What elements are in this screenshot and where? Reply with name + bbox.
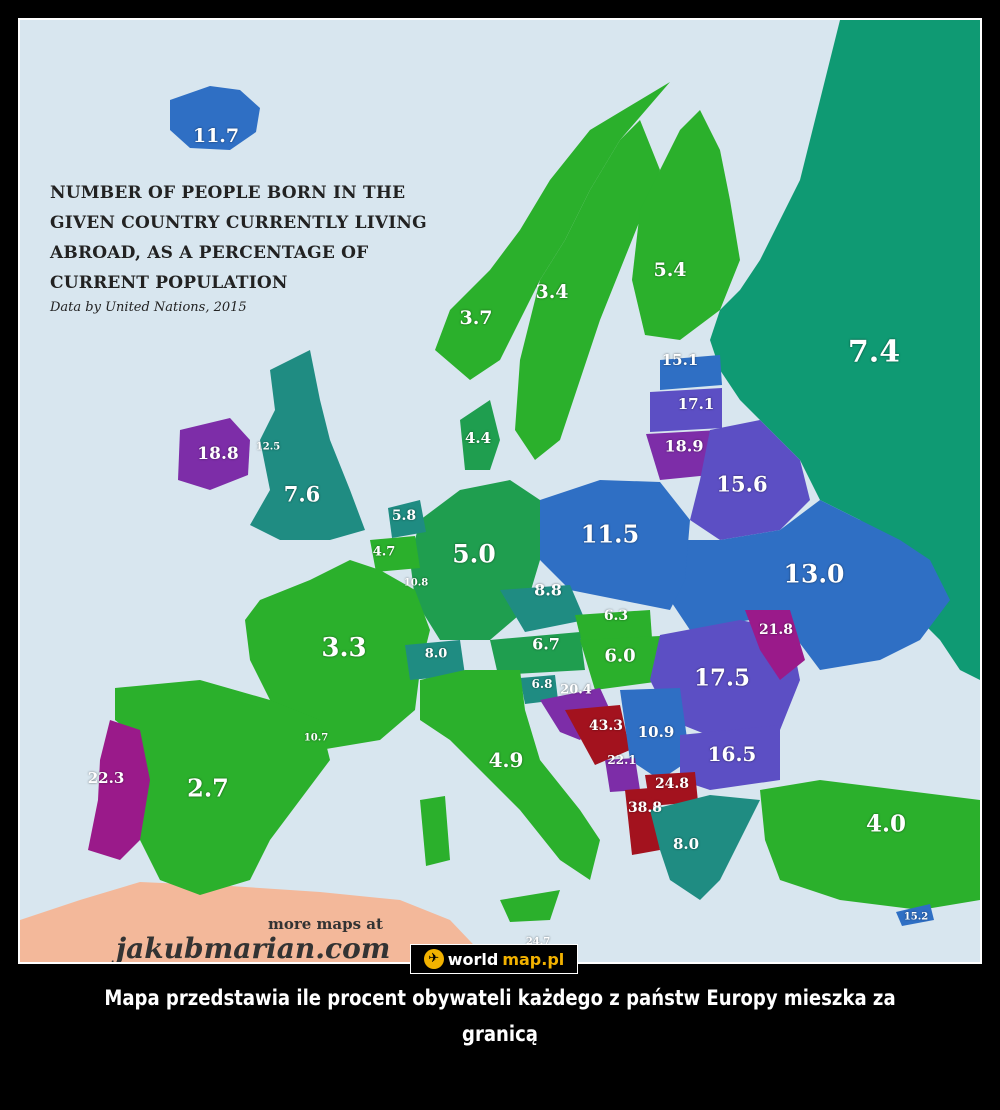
caption: Mapa przedstawia ile procent obywateli k… — [104, 986, 896, 1046]
slovakia-shape — [575, 610, 652, 644]
value-label-finland: 5.4 — [653, 259, 687, 281]
greece-shape — [650, 795, 760, 900]
worldmap-badge[interactable]: ✈ world map.pl — [410, 944, 578, 974]
value-label-denmark: 4.4 — [464, 429, 492, 447]
value-label-northern-ireland: 12.5 — [255, 441, 281, 453]
value-label-malta: 24.7 — [525, 936, 551, 948]
value-label-hungary: 6.0 — [604, 645, 636, 667]
finland-shape — [632, 110, 740, 340]
map-title: NUMBER OF PEOPLE BORN IN THE GIVEN COUNT… — [50, 178, 490, 298]
value-label-portugal: 22.3 — [87, 769, 125, 787]
globe-icon: ✈ — [423, 949, 444, 969]
value-label-croatia: 20.4 — [560, 682, 592, 698]
value-label-russia: 7.4 — [847, 334, 901, 370]
map-frame: NUMBER OF PEOPLE BORN IN THE GIVEN COUNT… — [18, 18, 982, 964]
france-shape — [245, 560, 430, 750]
value-label-austria: 6.7 — [532, 634, 560, 654]
title-line-4: CURRENT POPULATION — [50, 273, 288, 293]
latvia-shape — [650, 388, 722, 432]
ukraine-shape — [670, 500, 950, 670]
value-label-bosnia: 43.3 — [588, 718, 624, 734]
value-label-belgium: 4.7 — [372, 544, 396, 560]
value-label-serbia: 10.9 — [637, 723, 675, 741]
value-label-spain: 2.7 — [187, 773, 229, 803]
slovenia-shape — [520, 675, 558, 704]
value-label-belarus: 15.6 — [716, 471, 768, 497]
belarus-shape — [690, 420, 810, 540]
value-label-slovakia: 6.3 — [603, 608, 629, 624]
ireland-shape — [178, 418, 250, 490]
hungary-shape — [580, 636, 670, 690]
value-label-latvia: 17.1 — [677, 395, 715, 413]
montenegro-shape — [605, 758, 640, 792]
value-label-germany: 5.0 — [452, 539, 496, 569]
bulgaria-shape — [680, 725, 780, 790]
macedonia-shape — [645, 772, 698, 806]
title-line-1: NUMBER OF PEOPLE BORN IN THE — [50, 183, 406, 203]
value-label-romania: 17.5 — [693, 664, 751, 692]
sardinia-shape — [420, 796, 450, 866]
value-label-sweden: 3.4 — [535, 281, 569, 303]
value-label-bulgaria: 16.5 — [707, 742, 757, 766]
sweden-shape — [515, 120, 660, 460]
value-label-united-kingdom: 7.6 — [283, 481, 321, 507]
value-label-poland: 11.5 — [580, 519, 640, 549]
italy-shape — [420, 670, 600, 880]
value-label-france: 3.3 — [321, 633, 367, 663]
badge-part1: world — [447, 949, 499, 969]
cyprus-shape — [896, 904, 934, 926]
value-label-lithuania: 18.9 — [664, 436, 704, 456]
uk-shape — [250, 350, 365, 540]
value-label-netherlands: 5.8 — [391, 508, 417, 524]
europe-map — [20, 20, 980, 962]
moldova-shape — [745, 610, 805, 680]
russia-shape — [710, 20, 980, 680]
value-label-slovenia: 6.8 — [531, 677, 553, 691]
title-line-2: GIVEN COUNTRY CURRENTLY LIVING — [50, 213, 427, 233]
value-label-czechia: 8.8 — [534, 580, 562, 600]
belgium-shape — [370, 536, 420, 572]
value-label-greece: 8.0 — [672, 835, 700, 853]
netherlands-shape — [388, 500, 426, 538]
portugal-shape — [88, 720, 150, 860]
denmark-shape — [460, 400, 500, 470]
norway-shape — [435, 82, 670, 380]
value-label-ukraine: 13.0 — [783, 559, 845, 589]
serbia-shape — [620, 688, 690, 780]
value-label-iceland: 11.7 — [192, 125, 240, 147]
source-site: jakubmarian.com — [116, 932, 391, 964]
turkey-shape — [760, 780, 980, 910]
map-subtitle: Data by United Nations, 2015 — [50, 300, 247, 315]
lithuania-shape — [646, 430, 720, 480]
badge-part2: map.pl — [502, 949, 565, 969]
value-label-estonia: 15.1 — [661, 351, 699, 369]
value-label-luxembourg: 10.8 — [403, 577, 429, 589]
bosnia-shape — [565, 705, 630, 765]
value-label-albania: 38.8 — [627, 800, 663, 816]
more-maps-text: more maps at — [268, 915, 383, 933]
sicily-shape — [500, 890, 560, 922]
value-label-montenegro: 22.1 — [607, 753, 637, 767]
poland-shape — [540, 480, 690, 610]
value-label-italy: 4.9 — [488, 748, 524, 772]
switzerland-shape — [405, 640, 465, 680]
czechia-shape — [500, 585, 585, 632]
value-label-moldova: 21.8 — [758, 622, 794, 638]
albania-shape — [625, 788, 660, 855]
iceland-shape — [170, 86, 260, 150]
value-label-switzerland: 8.0 — [424, 646, 448, 662]
value-label-macedonia: 24.8 — [654, 776, 690, 792]
estonia-shape — [660, 355, 722, 390]
austria-shape — [490, 632, 585, 675]
africa-landmass — [20, 882, 490, 962]
value-label-turkey: 4.0 — [865, 810, 907, 838]
title-line-3: ABROAD, AS A PERCENTAGE OF — [50, 243, 369, 263]
value-label-andorra: 10.7 — [303, 732, 329, 744]
spain-shape — [115, 680, 330, 895]
value-label-cyprus: 15.2 — [903, 911, 929, 923]
value-label-norway: 3.7 — [459, 307, 493, 329]
value-label-ireland: 18.8 — [197, 444, 239, 464]
